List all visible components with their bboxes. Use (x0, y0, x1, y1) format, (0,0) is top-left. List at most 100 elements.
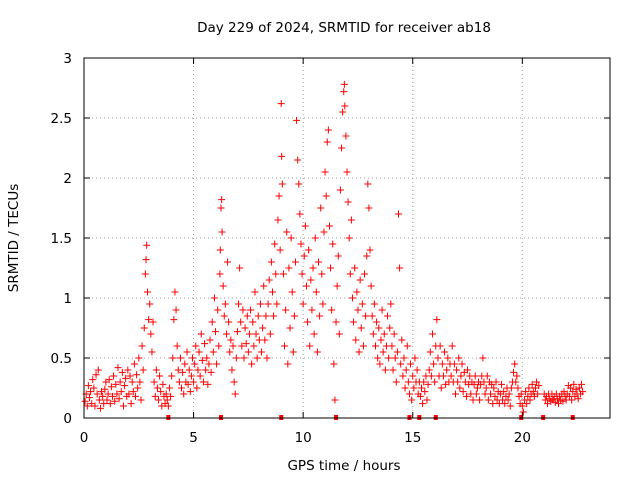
data-point (523, 400, 531, 408)
data-point (424, 380, 432, 388)
x-tick-label: 15 (404, 430, 421, 446)
data-point (334, 252, 342, 260)
data-point (197, 330, 205, 338)
data-point (381, 366, 389, 374)
data-point (392, 378, 400, 386)
data-point (219, 282, 227, 290)
data-point (212, 328, 219, 336)
data-point (362, 312, 370, 320)
data-point (313, 348, 321, 356)
data-point (469, 396, 477, 404)
data-point (441, 348, 449, 356)
data-point (153, 384, 161, 392)
data-point (213, 360, 221, 368)
y-tick-label: 1.5 (51, 231, 72, 247)
data-point (498, 380, 506, 388)
data-point (167, 392, 175, 400)
data-point (393, 348, 401, 356)
data-point (528, 380, 536, 388)
data-point (511, 360, 519, 368)
data-point (136, 378, 144, 386)
data-point (295, 180, 303, 188)
data-point (294, 156, 302, 164)
data-point (501, 400, 509, 408)
data-point (351, 264, 359, 272)
data-point (259, 324, 267, 332)
data-point (408, 396, 416, 404)
data-point (385, 354, 393, 362)
x-tick-label: 10 (295, 430, 312, 446)
data-point (173, 342, 181, 350)
data-point (346, 270, 354, 278)
data-point (371, 342, 379, 350)
data-point (272, 270, 280, 278)
data-point (204, 380, 212, 388)
data-point (181, 360, 189, 368)
data-point (332, 318, 340, 326)
data-point (312, 288, 320, 296)
data-point (191, 360, 199, 368)
data-point (300, 252, 308, 260)
data-point (222, 330, 230, 338)
data-point (95, 396, 103, 404)
data-point (453, 366, 461, 374)
data-point (238, 342, 246, 350)
data-point (395, 210, 403, 218)
data-point (418, 384, 426, 392)
data-point (567, 384, 575, 392)
data-point (397, 360, 405, 368)
data-point (420, 378, 428, 386)
data-point (402, 366, 410, 374)
data-point (143, 241, 151, 249)
data-point (159, 380, 167, 388)
data-point (253, 354, 261, 362)
data-point (439, 372, 447, 380)
data-point (163, 396, 171, 404)
data-point (500, 388, 508, 396)
data-point (198, 356, 206, 364)
data-point (377, 336, 385, 344)
data-point (114, 364, 122, 372)
data-point (426, 348, 434, 356)
data-point (348, 294, 356, 302)
x-axis-ticks: 0 5 10 15 20 (80, 58, 531, 446)
data-point (225, 318, 233, 326)
data-point (142, 256, 150, 264)
data-point (157, 388, 165, 396)
data-point (287, 234, 295, 242)
data-point (448, 342, 456, 350)
y-axis-ticks: 0 0.5 1 1.5 2 2.5 3 (51, 51, 610, 427)
data-point (146, 300, 154, 308)
y-tick-label: 0.5 (51, 351, 72, 367)
data-point (106, 400, 114, 408)
data-point (373, 318, 381, 326)
data-point (187, 372, 195, 380)
data-point (344, 198, 352, 206)
data-point (401, 384, 409, 392)
data-point (248, 360, 256, 368)
data-point (489, 400, 497, 408)
data-point (168, 372, 176, 380)
data-point (430, 360, 438, 368)
data-point (378, 306, 386, 314)
data-point (192, 342, 200, 350)
data-point (400, 354, 408, 362)
data-point (405, 390, 413, 398)
data-point (307, 276, 315, 284)
data-point (364, 180, 372, 188)
data-point (201, 340, 209, 348)
data-point (437, 384, 445, 392)
data-point (504, 396, 512, 404)
data-point (260, 282, 268, 290)
data-point (286, 324, 294, 332)
y-tick-label: 0 (63, 411, 72, 427)
data-point (390, 330, 398, 338)
data-point (335, 330, 343, 338)
data-point (288, 288, 296, 296)
data-point (505, 390, 513, 398)
data-point (218, 196, 226, 204)
data-point (355, 348, 363, 356)
data-point (126, 372, 134, 380)
y-tick-label: 3 (63, 51, 72, 67)
